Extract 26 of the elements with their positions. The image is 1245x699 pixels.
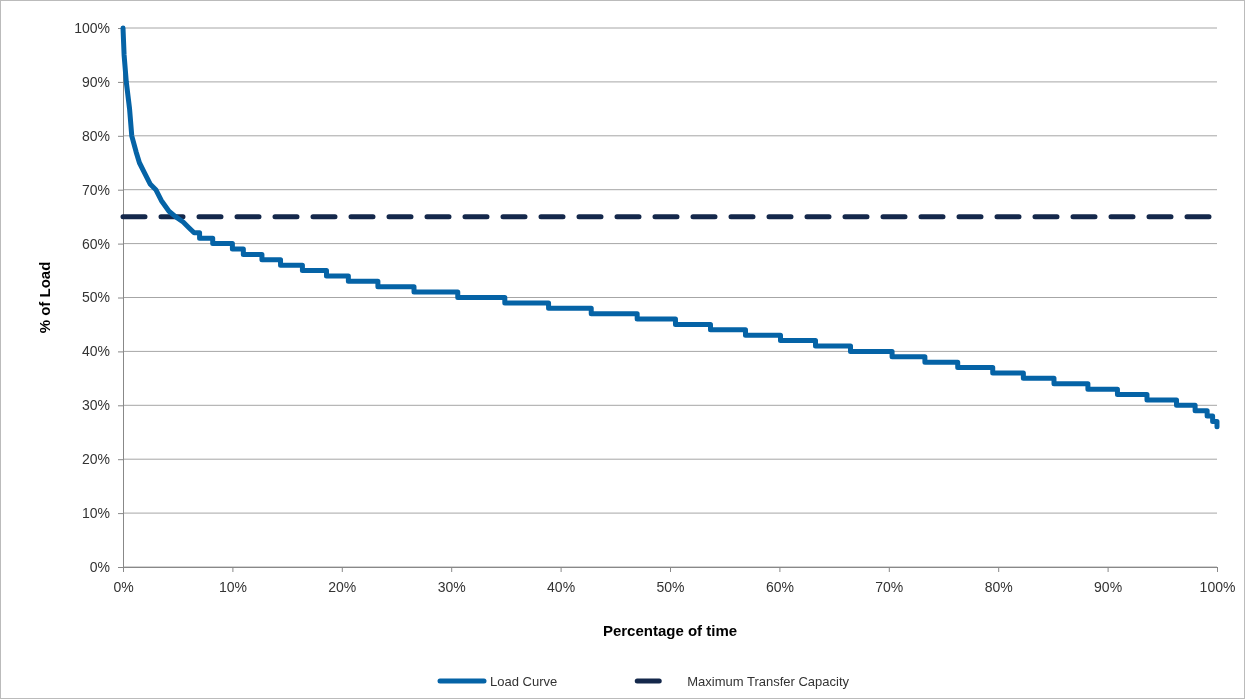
x-tick-label: 0% (113, 578, 134, 595)
legend-label: Maximum Transfer Capacity (687, 674, 850, 689)
y-tick-label: 100% (74, 19, 110, 36)
y-tick-label: 40% (81, 343, 110, 360)
x-tick-label: 60% (765, 578, 794, 595)
y-axis-title: % of Load (36, 261, 53, 334)
y-tick-label: 0% (89, 558, 110, 575)
x-tick-label: 80% (984, 578, 1013, 595)
legend-label: Load Curve (490, 674, 558, 689)
x-tick-label: 10% (218, 578, 247, 595)
x-axis-title: Percentage of time (602, 622, 738, 639)
y-tick-label: 10% (81, 505, 110, 522)
y-tick-label: 80% (81, 127, 110, 144)
y-tick-label: 70% (81, 181, 110, 198)
y-tick-label: 50% (81, 289, 110, 306)
x-tick-label: 100% (1199, 578, 1236, 595)
y-tick-label: 90% (81, 73, 110, 90)
x-tick-label: 90% (1094, 578, 1123, 595)
x-tick-label: 30% (437, 578, 466, 595)
x-tick-label: 20% (328, 578, 357, 595)
x-tick-label: 50% (656, 578, 685, 595)
y-tick-label: 30% (81, 397, 110, 414)
x-tick-label: 40% (547, 578, 576, 595)
y-tick-label: 20% (81, 451, 110, 468)
x-tick-label: 70% (875, 578, 904, 595)
y-tick-label: 60% (81, 235, 110, 252)
